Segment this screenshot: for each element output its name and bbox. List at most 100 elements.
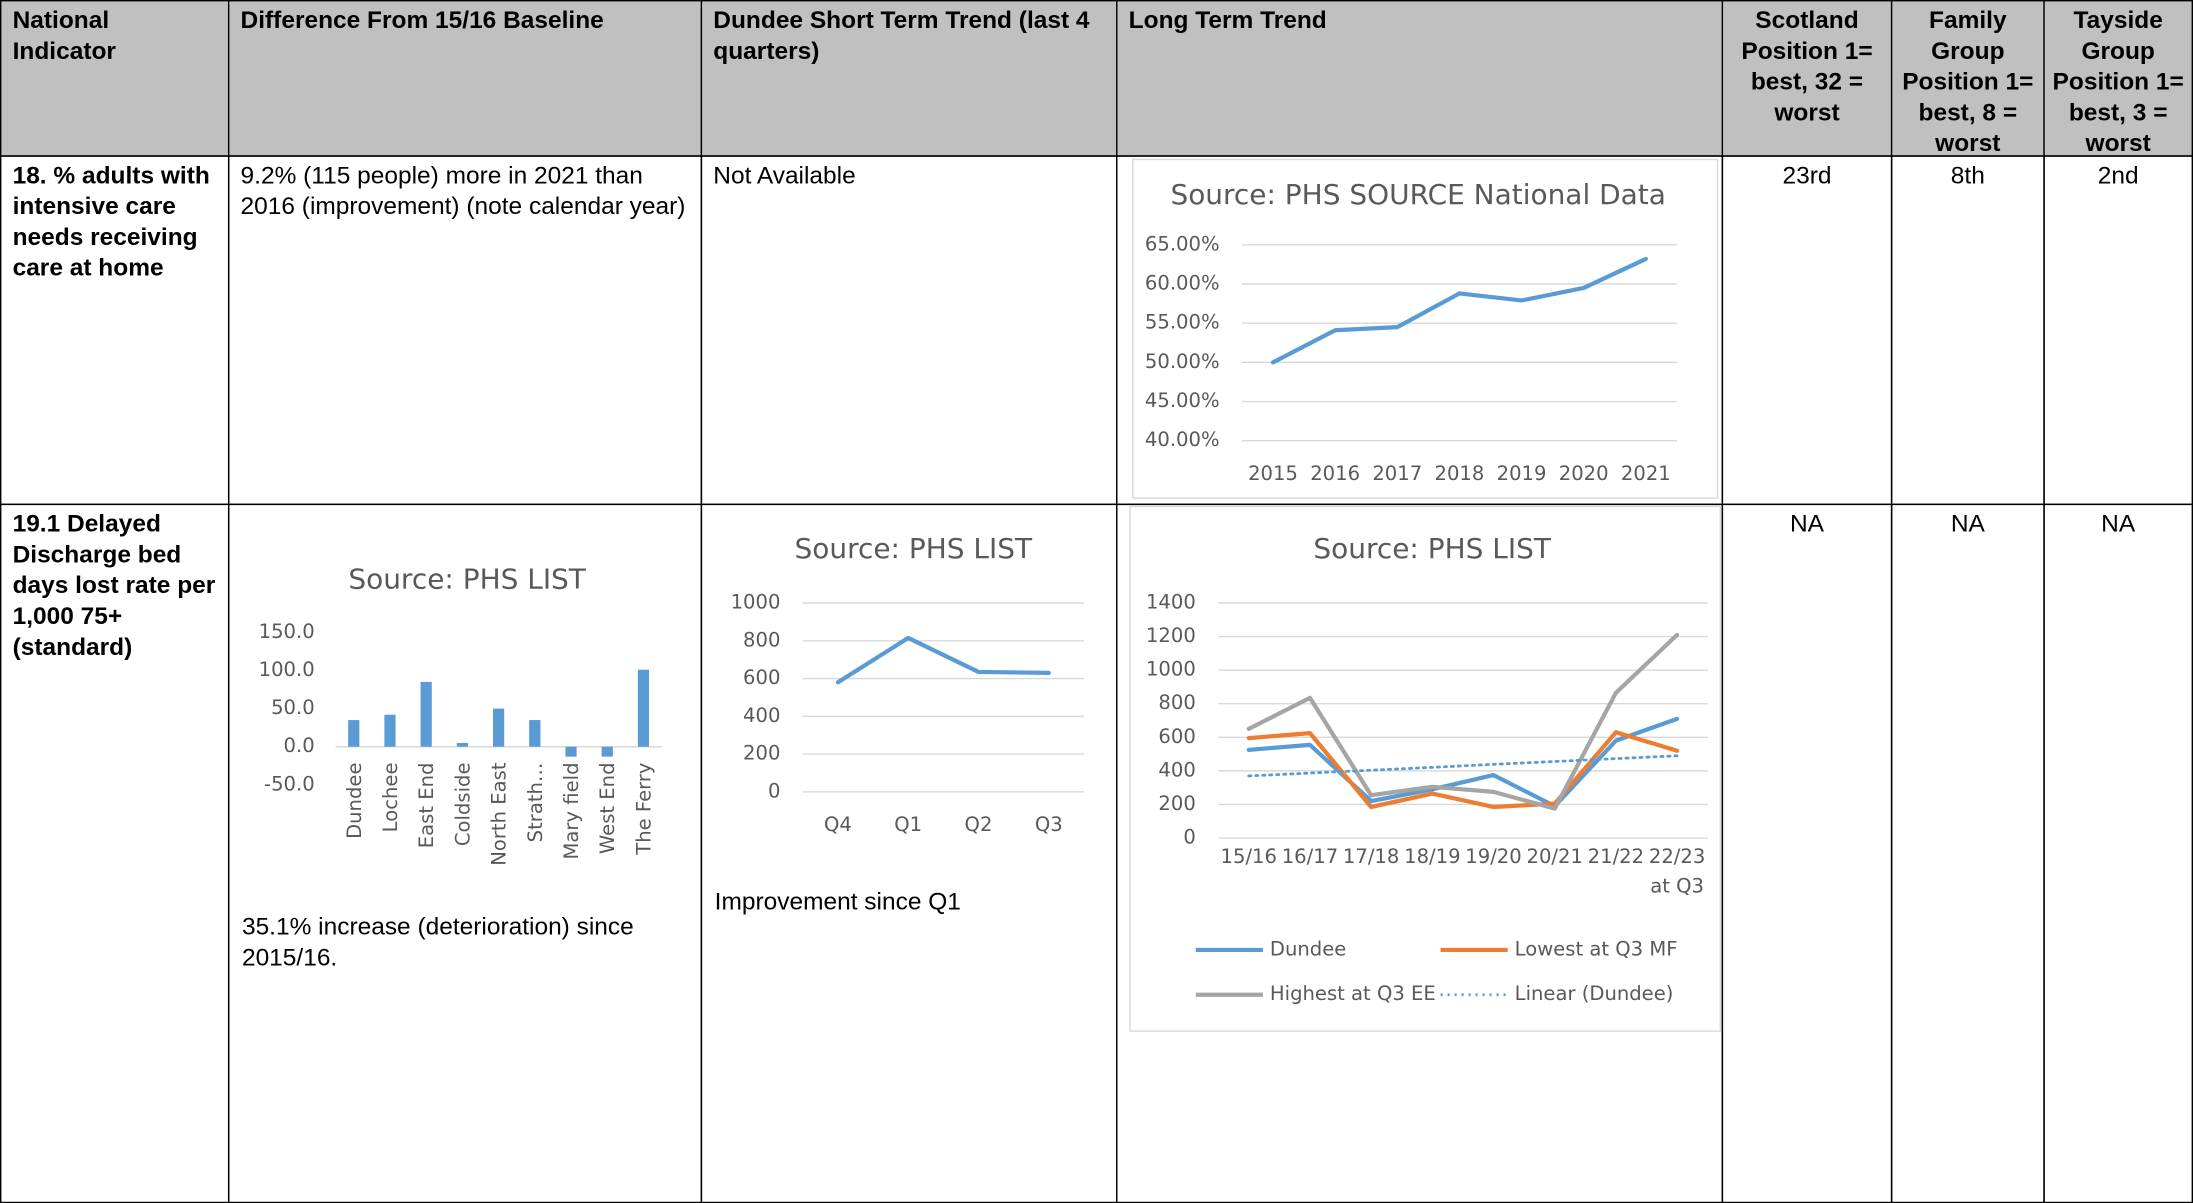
y-tick-label: 400 [743, 704, 780, 727]
y-tick-label: 50.00% [1145, 350, 1220, 373]
x-tick-label-box: Q1 [894, 814, 922, 836]
x-tick-label-box: 17/18 [1342, 846, 1400, 869]
x-tick-label-box: 2015 [1248, 463, 1298, 486]
y-tick-label: 200 [743, 742, 780, 765]
x-tick-label: 2016 [1310, 463, 1361, 486]
x-tick-label-box: 2017 [1372, 463, 1423, 486]
y-tick-label: -50.0 [264, 772, 315, 795]
series-line [1246, 730, 1680, 810]
short-term-note: Improvement since Q1 [714, 887, 961, 915]
y-tick-label: 100.0 [259, 658, 315, 681]
x-tick-label-box: 2018 [1434, 463, 1485, 486]
chart-title: Source: PHS LIST [348, 563, 586, 596]
y-tick-label: 45.00% [1145, 389, 1220, 412]
bar [456, 742, 468, 747]
position-cell: NA [2043, 503, 2193, 1203]
chart-title: Source: PHS LIST [1313, 532, 1551, 565]
x-tick-label: West End [596, 762, 619, 854]
x-tick-label-box: 19/20 [1465, 846, 1522, 869]
y-tick-label: 150.0 [259, 620, 315, 643]
y-tick-label: 600 [1158, 725, 1195, 748]
x-tick-label-box: Q3 [1034, 814, 1063, 837]
x-tick-label: 22/23 at Q3 [1648, 846, 1706, 899]
y-tick-label: 0 [1183, 826, 1195, 849]
y-tick-label: 200 [1158, 792, 1195, 815]
x-tick-label: 2019 [1496, 463, 1547, 486]
header-cell: Family Group Position 1= best, 8 = worst [1890, 0, 2045, 157]
bar [348, 720, 360, 747]
y-tick-label: 50.0 [271, 696, 315, 719]
header-cell: Tayside Group Position 1= best, 3 = wors… [2043, 0, 2193, 157]
x-tick-label: 21/22 [1587, 846, 1645, 869]
y-tick-label: 600 [743, 666, 780, 689]
x-tick-label: Q3 [1034, 814, 1063, 837]
bar [601, 746, 613, 757]
y-tick-label: 60.00% [1145, 272, 1220, 295]
series-line [1247, 754, 1679, 778]
indicator-cell: 18. % adults with intensive care needs r… [0, 155, 230, 506]
header-cell: Difference From 15/16 Baseline [227, 0, 703, 157]
y-tick-label: 1400 [1146, 590, 1196, 613]
y-tick-label: 800 [743, 628, 780, 651]
series-line [1246, 632, 1680, 811]
bar [493, 708, 505, 747]
x-tick-label-box: 18/19 [1404, 846, 1461, 869]
y-tick-label: 40.00% [1145, 428, 1220, 451]
y-tick-label: 65.00% [1145, 232, 1220, 255]
x-tick-label-box: 2021 [1620, 463, 1671, 486]
y-tick-label: 0 [768, 779, 780, 802]
x-tick-label-box: Q2 [964, 814, 993, 837]
bar [384, 714, 396, 747]
y-tick-label: 55.00% [1145, 311, 1220, 334]
x-tick-label: 2018 [1434, 463, 1485, 486]
bar [637, 669, 650, 747]
x-tick-label-box: 20/21 [1526, 846, 1583, 869]
x-tick-label: 17/18 [1342, 846, 1400, 869]
x-tick-label: 2020 [1558, 463, 1609, 486]
chart-title: Source: PHS LIST [795, 532, 1033, 565]
x-tick-label-box: 22/23 at Q3 [1648, 846, 1706, 899]
series-line [1246, 716, 1680, 809]
legend-label: Linear (Dundee) [1515, 982, 1674, 1005]
legend-label: Lowest at Q3 MF [1515, 937, 1678, 960]
legend-label: Dundee [1270, 937, 1346, 960]
y-tick-label: 0.0 [284, 734, 315, 757]
x-tick-label: The Ferry [632, 762, 655, 855]
chart-title: Source: PHS SOURCE National Data [1170, 178, 1665, 211]
x-tick-label: 2015 [1248, 463, 1298, 486]
bar [420, 681, 432, 747]
x-tick-label: Q4 [823, 814, 852, 837]
x-tick-label-box: 2016 [1310, 463, 1361, 486]
x-tick-label-box: 2020 [1558, 463, 1609, 486]
position-cell: 2nd [2043, 155, 2193, 506]
y-tick-label: 1000 [731, 590, 781, 613]
x-tick-label: Lochee [379, 762, 402, 832]
x-tick-label: Mary field [560, 762, 583, 859]
x-tick-label: 18/19 [1404, 846, 1461, 869]
y-tick-label: 400 [1158, 758, 1195, 781]
x-tick-label: East End [415, 762, 438, 848]
x-tick-label-box: 16/17 [1281, 846, 1339, 869]
x-tick-label-box: Q4 [823, 814, 852, 837]
x-tick-label-box: 15/16 [1220, 846, 1277, 869]
y-tick-label: 800 [1158, 691, 1195, 714]
x-tick-label: 2021 [1620, 463, 1671, 486]
indicator-cell: 19.1 Delayed Discharge bed days lost rat… [0, 503, 230, 1203]
x-tick-label: Q2 [964, 814, 993, 837]
header-cell: Long Term Trend [1116, 0, 1724, 157]
x-tick-label: 2017 [1372, 463, 1423, 486]
x-tick-label-box: 2019 [1496, 463, 1547, 486]
header-cell: National Indicator [0, 0, 230, 157]
x-tick-label: 19/20 [1465, 846, 1522, 869]
bar [565, 746, 577, 757]
x-tick-label: 16/17 [1281, 846, 1339, 869]
x-tick-label: Dundee [343, 762, 366, 838]
x-tick-label: North East [488, 762, 511, 866]
x-tick-label: 15/16 [1220, 846, 1277, 869]
x-tick-label: Coldside [451, 762, 474, 846]
x-tick-label: 20/21 [1526, 846, 1583, 869]
legend-label: Highest at Q3 EE [1270, 982, 1436, 1005]
series-line [835, 635, 1051, 685]
